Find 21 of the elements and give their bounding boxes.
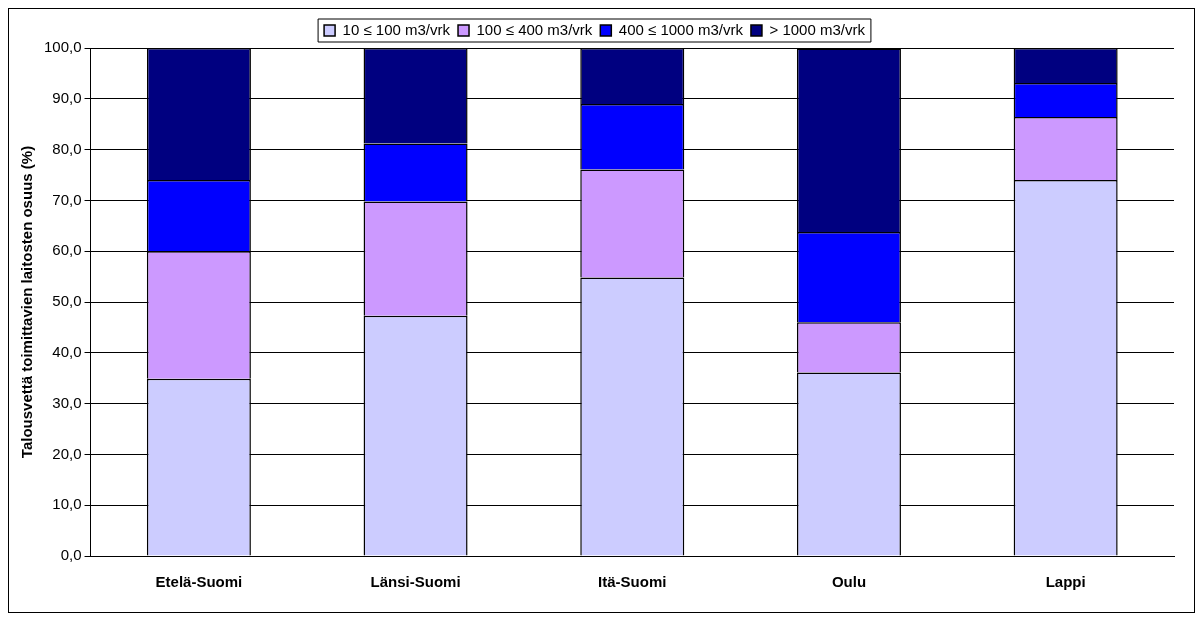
x-tick-label: Oulu xyxy=(831,573,867,591)
y-tick-label: 10,0 xyxy=(52,495,82,513)
legend-label: 400 ≤ 1000 m3/vrk xyxy=(618,20,744,38)
x-tick-label: Lappi xyxy=(1045,573,1086,591)
legend-label: 10 ≤ 100 m3/vrk xyxy=(342,20,451,38)
legend-label: > 1000 m3/vrk xyxy=(769,20,866,38)
y-tick-label: 100,0 xyxy=(43,38,82,56)
y-tick-label: 80,0 xyxy=(52,139,82,157)
x-tick-label: Etelä-Suomi xyxy=(155,573,243,591)
legend-label: 100 ≤ 400 m3/vrk xyxy=(476,20,593,38)
x-tick-label: Itä-Suomi xyxy=(598,573,667,591)
y-tick-label: 50,0 xyxy=(52,292,82,310)
x-tick-label: Länsi-Suomi xyxy=(370,573,461,591)
y-tick-label: 40,0 xyxy=(52,342,82,360)
y-tick-label: 60,0 xyxy=(52,241,82,259)
y-tick-label: 90,0 xyxy=(52,88,82,106)
y-tick-label: 30,0 xyxy=(52,393,82,411)
y-axis-title: Talousvettä toimittavien laitosten osuus (%) xyxy=(18,145,36,459)
y-tick-label: 20,0 xyxy=(52,444,82,462)
y-tick-label: 70,0 xyxy=(52,190,82,208)
y-tick-label: 0,0 xyxy=(60,546,82,564)
